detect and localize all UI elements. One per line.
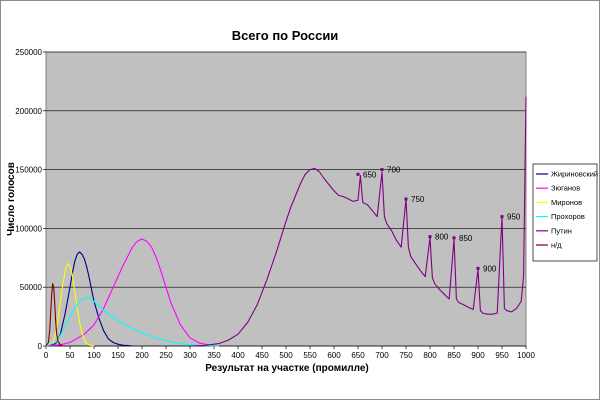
annotations-layer: 650 700 750 800 850 900 950 [356,166,521,273]
legend-label-0: Жириновский [551,170,598,179]
y-tick-label-0: 0 [38,342,43,351]
x-tick-label-11: 550 [303,351,317,360]
annotation-marker-5 [476,266,480,270]
x-tick-label-12: 600 [327,351,341,360]
annotation-marker-2 [404,197,408,201]
annotation-marker-4 [452,236,456,240]
x-tick-label-17: 850 [447,351,461,360]
series-line-3 [45,297,219,347]
y-axis-title: Число голосов [6,162,17,236]
legend-label-2: Миронов [551,198,582,207]
x-tick-label-16: 800 [423,351,437,360]
annotation-label-1: 700 [387,166,401,175]
series-layer [45,96,527,347]
y-tick-label-5: 250000 [15,48,42,57]
legend-label-5: н/д [551,241,562,250]
x-axis-ticks: 0 50 100 150 200 250 300 350 400 450 500 550 600 650 7… [44,345,535,360]
y-axis-ticks: 0 50000 100000 150000 200000 250000 [15,48,46,351]
x-tick-label-9: 450 [255,351,269,360]
series-line-4 [189,96,527,347]
legend-label-1: Зюганов [551,184,580,193]
x-tick-label-2: 100 [87,351,101,360]
x-tick-label-20: 1000 [517,351,535,360]
series-line-2 [45,263,95,347]
annotation-marker-0 [356,172,360,176]
plot-area [45,51,527,347]
series-line-1 [45,238,219,347]
chart-title: Всего по России [232,28,339,43]
x-tick-label-6: 300 [183,351,197,360]
series-line-0 [45,251,133,347]
annotation-marker-1 [380,168,384,172]
gridlines [46,51,526,288]
x-tick-label-0: 0 [44,351,49,360]
x-tick-label-8: 400 [231,351,245,360]
annotation-marker-3 [428,235,432,239]
x-tick-label-1: 50 [66,351,75,360]
x-tick-label-5: 250 [159,351,173,360]
x-tick-label-19: 950 [495,351,509,360]
x-axis-title: Результат на участке (промилле) [205,363,368,374]
y-tick-label-4: 200000 [15,107,42,116]
annotation-label-0: 650 [363,170,377,179]
x-tick-label-3: 150 [111,351,125,360]
x-tick-label-13: 650 [351,351,365,360]
y-tick-label-1: 50000 [20,283,43,292]
series-line-5 [45,283,63,347]
x-tick-label-15: 750 [399,351,413,360]
x-tick-label-18: 900 [471,351,485,360]
annotation-label-2: 750 [411,195,425,204]
x-tick-label-4: 200 [135,351,149,360]
annotation-label-5: 900 [483,264,497,273]
x-tick-label-14: 700 [375,351,389,360]
annotation-label-6: 950 [507,213,521,222]
legend: Жириновский Зюганов Миронов Прохоров Путин н/… [532,163,598,262]
annotation-label-4: 850 [459,234,473,243]
y-tick-label-2: 100000 [15,224,42,233]
x-tick-label-7: 350 [207,351,221,360]
annotation-marker-6 [500,215,504,219]
y-tick-label-3: 150000 [15,166,42,175]
legend-label-3: Прохоров [551,212,585,221]
annotation-label-3: 800 [435,233,449,242]
legend-label-4: Путин [551,226,572,235]
x-tick-label-10: 500 [279,351,293,360]
